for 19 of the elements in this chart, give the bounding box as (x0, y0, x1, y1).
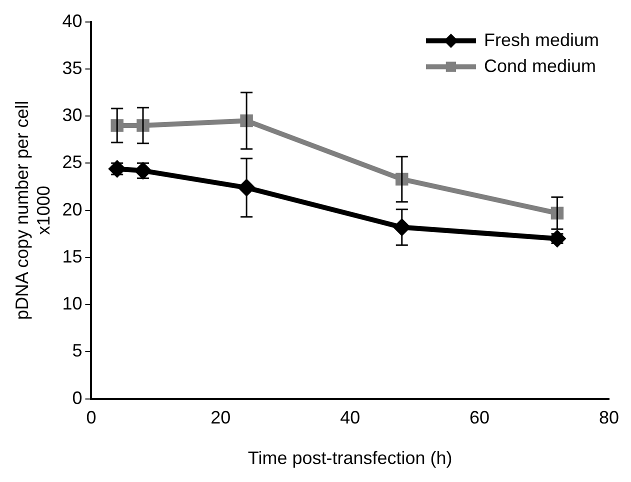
point (548, 230, 566, 248)
legend-label: Fresh medium (484, 30, 599, 50)
y-tick-label: 10 (62, 294, 82, 314)
y-tick-label: 25 (62, 152, 82, 172)
x-axis-title: Time post-transfection (h) (248, 448, 452, 468)
legend-label: Cond medium (484, 56, 596, 76)
y-tick-label: 20 (62, 199, 82, 220)
x-tick-label: 80 (598, 408, 620, 428)
x-tick-label: 20 (210, 408, 231, 428)
x-tick-label: 40 (340, 408, 360, 428)
y-tick-label: 0 (72, 388, 82, 408)
y-axis-title: pDNA copy number per cell x1000 (12, 100, 54, 320)
y-tick-label: 15 (62, 246, 82, 266)
y-tick-label: 35 (62, 58, 82, 78)
x-tick-label: 60 (470, 408, 490, 428)
y-tick-label: 30 (62, 105, 82, 126)
y-tick-label: 40 (62, 10, 82, 31)
y-tick-label: 5 (72, 340, 82, 361)
x-tick-label: 0 (86, 408, 96, 428)
